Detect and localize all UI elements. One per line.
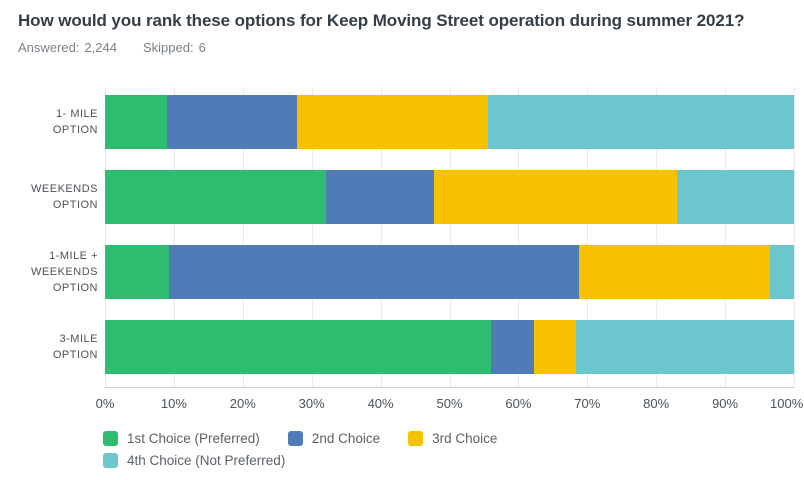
bar-segment[interactable] [326, 170, 434, 224]
answered-value: 2,244 [84, 40, 117, 55]
chart-title: How would you rank these options for Kee… [18, 11, 745, 30]
legend: 1st Choice (Preferred) 2nd Choice 3rd Ch… [103, 431, 648, 468]
bar-segment[interactable] [105, 170, 327, 224]
gridline [587, 87, 589, 387]
bar-row [105, 162, 794, 237]
stacked-bar [105, 320, 794, 374]
gridline [380, 87, 382, 387]
legend-swatch-3rd-choice [408, 431, 424, 446]
bar-segment[interactable] [433, 170, 677, 224]
x-axis-ticks: 0% 10% 20% 30% 40% 50% 60% 70% 80% 90% 100% [96, 396, 804, 412]
legend-label: 4th Choice (Not Preferred) [127, 453, 286, 468]
skipped-value: 6 [198, 40, 206, 55]
bar-segment[interactable] [533, 320, 577, 374]
x-tick-label: 80% [643, 396, 670, 411]
x-tick-label: 90% [712, 396, 739, 411]
legend-item-2nd-choice: 2nd Choice [287, 431, 381, 446]
stacked-bar [105, 95, 794, 149]
x-tick-label: 20% [229, 396, 256, 411]
category-label: 1-MILE + WEEKENDS OPTION [31, 250, 98, 294]
legend-item-1st-choice: 1st Choice (Preferred) [103, 431, 260, 446]
gridline [242, 87, 244, 387]
answered-count: Answered: 2,244 [18, 40, 117, 55]
legend-swatch-2nd-choice [287, 431, 303, 446]
bar-segment[interactable] [488, 95, 794, 149]
answered-label: Answered: [18, 40, 80, 55]
x-tick-label: 40% [367, 396, 394, 411]
stacked-bar [105, 245, 794, 299]
category-label: 3-MILE OPTION [52, 333, 98, 361]
x-tick-label: 50% [436, 396, 463, 411]
gridline [449, 87, 451, 387]
response-meta: Answered: 2,244 Skipped: 6 [18, 40, 206, 55]
bar-segment[interactable] [769, 245, 794, 299]
x-tick-label: 30% [298, 396, 325, 411]
plot-area [105, 87, 795, 388]
legend-swatch-4th-choice [103, 453, 118, 468]
category-label: WEEKENDS OPTION [31, 183, 98, 211]
bar-row [105, 312, 794, 387]
bar-segment[interactable] [296, 95, 489, 149]
skipped-count: Skipped: 6 [143, 40, 206, 55]
category-labels: 1- MILE OPTION WEEKENDS OPTION 1-MILE + WEEKE… [0, 87, 98, 387]
gridline [311, 87, 313, 387]
category-label: 1- MILE OPTION [52, 108, 98, 136]
x-tick-label: 10% [160, 396, 187, 411]
x-tick-label: 100% [770, 396, 804, 411]
bar-segment[interactable] [579, 245, 770, 299]
legend-swatch-1st-choice [103, 431, 118, 446]
gridline [656, 87, 658, 387]
bar-segment[interactable] [676, 170, 794, 224]
bar-segment[interactable] [105, 245, 170, 299]
bar-segment[interactable] [169, 245, 580, 299]
bar-segment[interactable] [490, 320, 534, 374]
x-tick-label: 70% [574, 396, 601, 411]
legend-item-3rd-choice: 3rd Choice [408, 431, 497, 446]
bar-segment[interactable] [167, 95, 297, 149]
stacked-bar [105, 170, 794, 224]
bar-segment[interactable] [105, 95, 167, 149]
bar-row [105, 237, 794, 312]
legend-label: 2nd Choice [311, 431, 381, 446]
bar-segment[interactable] [576, 320, 794, 374]
gridline [518, 87, 520, 387]
gridline [725, 87, 727, 387]
x-tick-label: 60% [505, 396, 532, 411]
skipped-label: Skipped: [142, 40, 194, 55]
legend-label: 1st Choice (Preferred) [127, 431, 260, 446]
bar-row [105, 87, 794, 162]
bar-segment[interactable] [105, 320, 491, 374]
x-tick-label: 0% [95, 396, 115, 411]
legend-label: 3rd Choice [432, 431, 498, 446]
legend-item-4th-choice: 4th Choice (Not Preferred) [103, 453, 285, 468]
gridline [105, 87, 106, 387]
gridline [173, 87, 175, 387]
gridline [794, 87, 795, 387]
